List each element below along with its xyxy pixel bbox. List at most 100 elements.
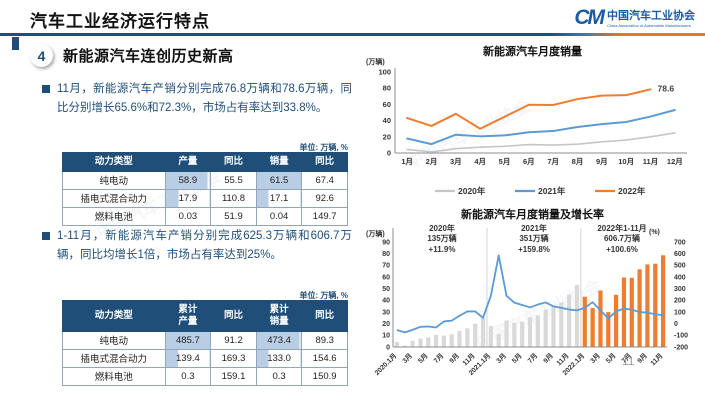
monthly-table: 动力类型 产量 同比 销量 同比 纯电动 58.9 55.5 61.5 67.4 插电式混合动力 1… xyxy=(62,152,348,226)
table-row: 插电式混合动力 17.9 110.8 17.1 92.6 xyxy=(62,188,348,208)
chart2-title: 新能源汽车月度销量及增长率 xyxy=(461,209,604,221)
sales-bar xyxy=(551,305,556,347)
x-tick-label: 3月 xyxy=(495,352,508,365)
table-header-cell: 销量 xyxy=(255,152,303,172)
cumulative-table-body: 纯电动 485.7 91.2 473.4 89.3 插电式混合动力 139.4 169.3 13… xyxy=(62,330,348,386)
table-header-cell: 累计 产量 xyxy=(164,300,212,332)
value-cell: 0.03 xyxy=(164,206,212,226)
section-heading: 4 新能源汽车连创历史新高 xyxy=(30,44,234,67)
y-tick-label: 80 xyxy=(383,84,391,93)
legend-label-2022年: 2022年 xyxy=(618,186,646,196)
value-cell: 92.6 xyxy=(301,188,348,208)
sales-bar xyxy=(426,337,431,347)
x-tick-label: 5月 xyxy=(499,157,511,166)
right-tick-label: -100 xyxy=(674,333,688,340)
row-label-cell: 纯电动 xyxy=(62,330,166,350)
series-line-2021年 xyxy=(406,108,676,146)
table-header-cell: 累计 销量 xyxy=(255,300,303,332)
sales-bar xyxy=(621,277,627,347)
unit-label: 单位: 万辆, % xyxy=(299,143,348,152)
table-header-cell: 动力类型 xyxy=(62,152,166,172)
sales-bar xyxy=(543,309,548,347)
legend-label-2021年: 2021年 xyxy=(538,186,566,196)
header-divider xyxy=(0,33,705,36)
left-tick-label: 60 xyxy=(382,274,390,281)
left-tick-label: 70 xyxy=(382,263,390,270)
x-tick-label: 7月 xyxy=(432,352,445,365)
right-tick-label: 300 xyxy=(674,286,686,293)
sales-bar xyxy=(653,263,658,347)
sales-bar xyxy=(496,334,501,347)
annotation-2020: 2020年 135万辆 +11.9% xyxy=(427,224,457,254)
monthly-table-header: 动力类型 产量 同比 销量 同比 xyxy=(62,152,348,172)
logo-name-cn: 中国汽车工业协会 xyxy=(607,10,695,22)
page-title: 汽车工业经济运行特点 xyxy=(30,12,210,31)
sales-bar xyxy=(598,290,603,347)
logo-name-en: China Association of Automobile Manufact… xyxy=(607,23,691,28)
growth-rate-line xyxy=(396,254,664,334)
cumulative-table: 动力类型 累计 产量 同比 累计 销量 同比 纯电动 485.7 91.2 473.4 89.3… xyxy=(62,300,348,386)
value-cell: 0.04 xyxy=(255,206,303,226)
left-tick-label: 0 xyxy=(386,344,390,351)
x-tick-label: 2020.1月 xyxy=(373,352,398,377)
chart2-right-unit-label: (%) xyxy=(649,229,660,236)
sales-bar xyxy=(473,323,478,347)
value-cell: 149.7 xyxy=(301,206,348,226)
x-tick-label: 3月 xyxy=(401,352,414,365)
legend-label-2020年: 2020年 xyxy=(458,186,486,196)
sales-bar xyxy=(567,294,572,347)
chart1-unit-label: (万辆) xyxy=(366,59,385,66)
sales-bar xyxy=(488,326,493,347)
annotation-2022: 2022年1-11月 606.7万辆 +100.6% xyxy=(597,224,647,254)
value-cell: 154.6 xyxy=(301,348,348,368)
sales-bar xyxy=(449,334,454,347)
table-row: 纯电动 485.7 91.2 473.4 89.3 xyxy=(62,330,348,350)
sales-bar xyxy=(441,335,446,347)
monthly-sales-line-chart: 0 20 40 60 80 100 1月 2月 3月 4月 5月 6月 7月 8月 9月 10月 11月 12月 7… xyxy=(378,68,687,196)
right-tick-label: 0 xyxy=(674,321,678,328)
cumulative-table-header: 动力类型 累计 产量 同比 累计 销量 同比 xyxy=(62,300,348,332)
table-row: 燃料电池 0.3 159.1 0.3 150.9 xyxy=(62,366,348,386)
sales-bar xyxy=(645,264,650,347)
x-tick-label: 9月 xyxy=(448,352,461,365)
y-tick-label: 20 xyxy=(383,132,391,141)
sales-bar xyxy=(457,330,462,347)
unit-label: 单位: 万辆, % xyxy=(299,291,348,300)
left-tick-label: 90 xyxy=(382,239,390,246)
sales-bar xyxy=(480,318,486,347)
right-tick-label: 200 xyxy=(674,298,686,305)
sales-bar xyxy=(660,255,666,347)
series-line-2022年 xyxy=(406,88,652,130)
x-tick-label: 5月 xyxy=(417,352,430,365)
left-accent-bar xyxy=(12,37,19,50)
x-tick-label: 5月 xyxy=(510,352,523,365)
monthly-table-body: 纯电动 58.9 55.5 61.5 67.4 插电式混合动力 17.9 110.8 17.1 9… xyxy=(62,170,348,226)
right-tick-label: 700 xyxy=(674,239,686,246)
x-tick-label: 9月 xyxy=(542,352,555,365)
x-tick-label: 11月 xyxy=(643,157,658,166)
y-tick-label: 60 xyxy=(383,100,391,109)
sales-bar xyxy=(614,294,619,347)
value-cell: 51.9 xyxy=(210,206,257,226)
chart2-left-unit-label: (万辆) xyxy=(366,231,385,238)
y-tick-label: 100 xyxy=(378,68,391,77)
table-header-cell: 同比 xyxy=(301,152,348,172)
sales-bar xyxy=(606,312,611,347)
right-tick-label: 600 xyxy=(674,251,686,258)
x-tick-label: 1月 xyxy=(401,157,413,166)
left-tick-label: 40 xyxy=(382,298,390,305)
x-tick-label: 2月 xyxy=(426,157,438,166)
right-tick-label: 100 xyxy=(674,309,686,316)
table-header-cell: 同比 xyxy=(301,300,348,332)
value-cell: 150.9 xyxy=(301,366,348,386)
sales-bar xyxy=(582,296,587,347)
sales-bar xyxy=(465,328,470,347)
table-header-cell: 动力类型 xyxy=(62,300,166,332)
x-tick-label: 7月 xyxy=(526,352,539,365)
table-row: 燃料电池 0.03 51.9 0.04 149.7 xyxy=(62,206,348,226)
left-tick-label: 50 xyxy=(382,286,390,293)
sales-bar xyxy=(512,322,517,347)
caam-logo: CM 中国汽车工业协会 China Association of Automob… xyxy=(574,7,695,28)
value-cell: 91.2 xyxy=(210,330,257,350)
bullet-square-icon xyxy=(42,232,50,240)
